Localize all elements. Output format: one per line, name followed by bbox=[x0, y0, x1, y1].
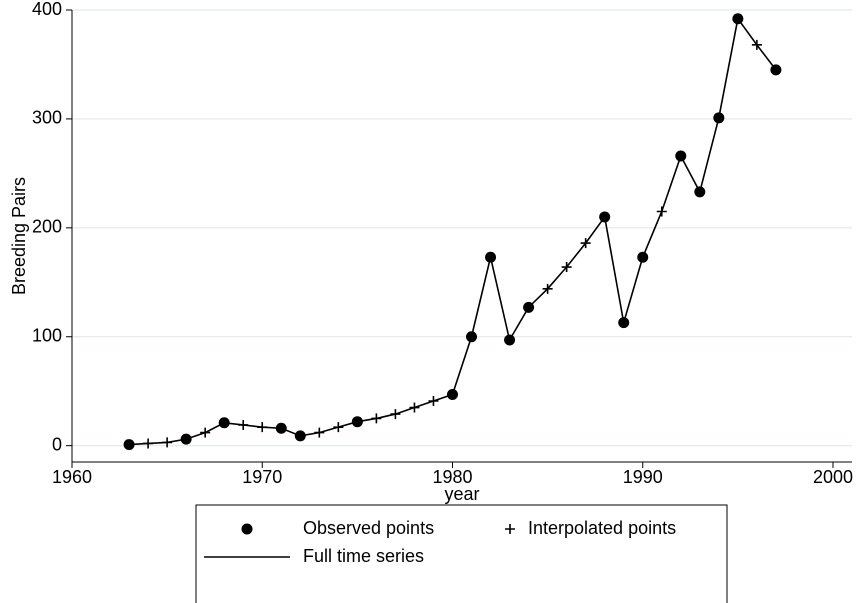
observed-point bbox=[123, 439, 135, 451]
interpolated-point bbox=[257, 422, 268, 433]
observed-point bbox=[275, 422, 287, 434]
x-tick-label: 1980 bbox=[432, 467, 472, 487]
observed-point bbox=[713, 112, 725, 124]
x-tick-label: 1990 bbox=[623, 467, 663, 487]
y-tick-label: 100 bbox=[32, 325, 62, 345]
interpolated-point bbox=[314, 427, 325, 438]
observed-point bbox=[637, 251, 649, 263]
interpolated-point bbox=[238, 419, 249, 430]
interpolated-point bbox=[751, 39, 762, 50]
observed-point bbox=[675, 150, 687, 162]
observed-point bbox=[218, 417, 230, 429]
legend-label: Interpolated points bbox=[528, 518, 676, 538]
interpolated-point bbox=[409, 402, 420, 413]
legend-symbol bbox=[505, 524, 515, 534]
legend-label: Full time series bbox=[303, 546, 424, 566]
x-tick-label: 1960 bbox=[52, 467, 92, 487]
y-tick-label: 400 bbox=[32, 0, 62, 19]
interpolated-point bbox=[656, 206, 667, 217]
y-tick-label: 300 bbox=[32, 108, 62, 128]
interpolated-point bbox=[428, 396, 439, 407]
observed-point bbox=[294, 430, 306, 442]
observed-point bbox=[180, 433, 192, 445]
x-tick-label: 1970 bbox=[242, 467, 282, 487]
observed-point bbox=[485, 251, 497, 263]
observed-point bbox=[446, 388, 458, 400]
observed-point bbox=[618, 317, 630, 329]
legend-box bbox=[195, 504, 728, 603]
interpolated-point bbox=[162, 437, 173, 448]
x-tick-label: 2000 bbox=[813, 467, 853, 487]
legend-label: Observed points bbox=[303, 518, 434, 538]
observed-point bbox=[694, 186, 706, 198]
observed-point bbox=[599, 211, 611, 223]
observed-point bbox=[770, 64, 782, 76]
interpolated-point bbox=[143, 438, 154, 449]
interpolated-point bbox=[580, 238, 591, 249]
observed-point bbox=[504, 334, 516, 346]
interpolated-point bbox=[561, 262, 572, 273]
x-axis-label: year bbox=[444, 484, 479, 504]
y-tick-label: 200 bbox=[32, 217, 62, 237]
observed-point bbox=[466, 331, 478, 343]
interpolated-point bbox=[200, 427, 211, 438]
interpolated-point bbox=[390, 409, 401, 420]
interpolated-point bbox=[542, 283, 553, 294]
interpolated-point bbox=[333, 422, 344, 433]
y-tick-label: 0 bbox=[52, 434, 62, 454]
observed-point bbox=[351, 416, 363, 428]
legend-symbol bbox=[241, 523, 253, 535]
observed-point bbox=[732, 13, 744, 25]
interpolated-point bbox=[371, 413, 382, 424]
observed-point bbox=[523, 301, 535, 313]
y-axis-label: Breeding Pairs bbox=[9, 177, 29, 295]
